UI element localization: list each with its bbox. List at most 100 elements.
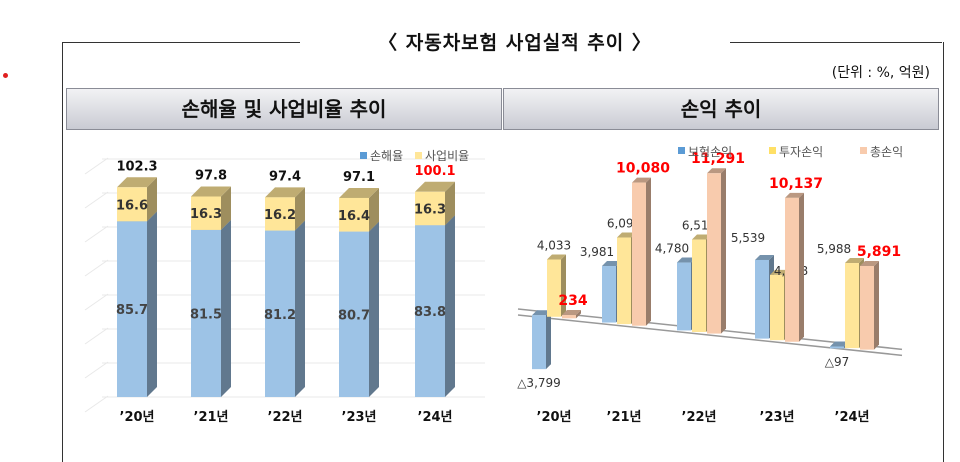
data-label: 85.7 (116, 303, 148, 318)
data-label: 16.3 (414, 203, 446, 218)
x-tick-label: ’20년 (537, 410, 572, 425)
data-label: 10,137 (769, 176, 823, 192)
total-profit-bar-top (785, 192, 804, 198)
baseline-front (517, 314, 903, 357)
left-chart-title: 손해율 및 사업비율 추이 (66, 88, 502, 130)
page-title: 〈 자동차보험 사업실적 추이 〉 (300, 28, 730, 55)
total-profit-bar-top (562, 310, 581, 316)
insurance-profit-bar (677, 262, 691, 331)
total-profit-bar (860, 265, 874, 350)
data-label: 80.7 (338, 308, 370, 323)
gridline-depth (84, 327, 109, 345)
loss-ratio-bar-side (369, 221, 379, 397)
legend-swatch (360, 152, 367, 159)
insurance-profit-bar (602, 266, 616, 323)
gridline-depth (84, 225, 109, 243)
investment-profit-bar-top (692, 234, 711, 240)
total-profit-bar (562, 315, 576, 319)
data-label: 16.6 (116, 198, 148, 213)
insurance-profit-bar (532, 315, 546, 370)
data-label: 83.8 (414, 305, 446, 320)
expense-ratio-bar-top (339, 187, 379, 198)
insurance-profit-bar (830, 346, 844, 349)
insurance-profit-bar-top (532, 310, 551, 316)
gridline-depth (84, 191, 109, 209)
total-profit-bar (785, 197, 799, 342)
data-label: △97 (825, 355, 850, 369)
investment-profit-bar-side (561, 254, 566, 317)
gridline-depth (84, 157, 109, 175)
loss-ratio-bar (339, 231, 369, 397)
investment-profit-bar (770, 274, 784, 341)
data-label: 3,981 (580, 245, 614, 259)
expense-ratio-bar (265, 197, 295, 231)
gridline-depth (84, 259, 109, 277)
legend-label: 사업비율 (425, 149, 469, 163)
data-label: 16.3 (190, 207, 222, 222)
insurance-profit-bar (755, 259, 769, 339)
total-profit-bar-side (799, 192, 804, 342)
legend-label: 총손익 (870, 145, 903, 159)
x-tick-label: ’22년 (268, 410, 303, 425)
investment-profit-bar (547, 259, 561, 317)
x-tick-label: ’21년 (194, 410, 229, 425)
legend-swatch (678, 147, 685, 154)
legend-swatch (415, 152, 422, 159)
expense-ratio-bar (191, 196, 221, 230)
total-profit-bar-side (874, 260, 879, 350)
legend-label: 보험손익 (688, 145, 732, 159)
insurance-profit-bar-top (755, 254, 774, 260)
expense-ratio-bar (117, 187, 147, 222)
loss-ratio-bar (191, 229, 221, 397)
unit-label: (단위 : %, 억원) (831, 65, 930, 81)
expense-ratio-bar-top (191, 186, 231, 197)
x-tick-label: ’21년 (607, 410, 642, 425)
expense-ratio-bar-side (369, 187, 379, 232)
total-label: 97.1 (343, 170, 375, 185)
investment-profit-bar-top (617, 232, 636, 238)
expense-ratio-bar (415, 191, 445, 226)
loss-ratio-bar-side (445, 215, 455, 397)
data-label: 81.5 (190, 307, 222, 322)
data-label: 16.4 (338, 209, 370, 224)
expense-ratio-bar-side (221, 186, 231, 230)
total-profit-bar-side (576, 310, 581, 319)
data-label: 81.2 (264, 308, 296, 323)
gridline-depth (84, 361, 109, 379)
legend-swatch (769, 147, 776, 154)
investment-profit-bar (692, 239, 706, 333)
total-label: 97.8 (195, 169, 227, 184)
expense-ratio-bar-top (265, 187, 305, 198)
insurance-profit-bar-top (677, 257, 696, 263)
right-chart-title: 손익 추이 (503, 88, 939, 130)
data-label: 4,780 (655, 242, 689, 256)
data-label: △3,799 (517, 376, 561, 390)
insurance-profit-bar-top (830, 341, 849, 347)
investment-profit-bar (845, 263, 859, 349)
data-label: 5,891 (857, 244, 901, 260)
total-profit-bar-side (646, 177, 651, 326)
x-tick-label: ’23년 (760, 410, 795, 425)
investment-profit-bar (617, 237, 631, 325)
total-label: 100.1 (414, 164, 455, 179)
data-label: 234 (558, 293, 587, 309)
total-profit-bar (632, 182, 646, 326)
profit-chart: △3,7994,033234’20년3,9816,09910,080’21년4,… (517, 145, 903, 425)
investment-profit-bar-top (770, 269, 789, 275)
x-tick-label: ’24년 (835, 410, 870, 425)
data-label: 5,539 (731, 231, 765, 245)
insurance-profit-bar-side (546, 310, 551, 370)
total-profit-bar (707, 173, 721, 334)
insurance-profit-bar-top (602, 261, 621, 267)
investment-profit-bar-top (547, 254, 566, 260)
bullet-dot (3, 73, 8, 78)
data-label: 4,033 (537, 239, 571, 253)
total-profit-bar-top (632, 177, 651, 183)
x-tick-label: ’24년 (418, 410, 453, 425)
x-tick-label: ’20년 (120, 410, 155, 425)
data-label: 16.2 (264, 208, 296, 223)
total-profit-bar-top (860, 260, 879, 266)
expense-ratio-bar-top (117, 177, 157, 188)
expense-ratio-bar-side (295, 187, 305, 231)
loss-ratio-bar-side (221, 219, 231, 397)
